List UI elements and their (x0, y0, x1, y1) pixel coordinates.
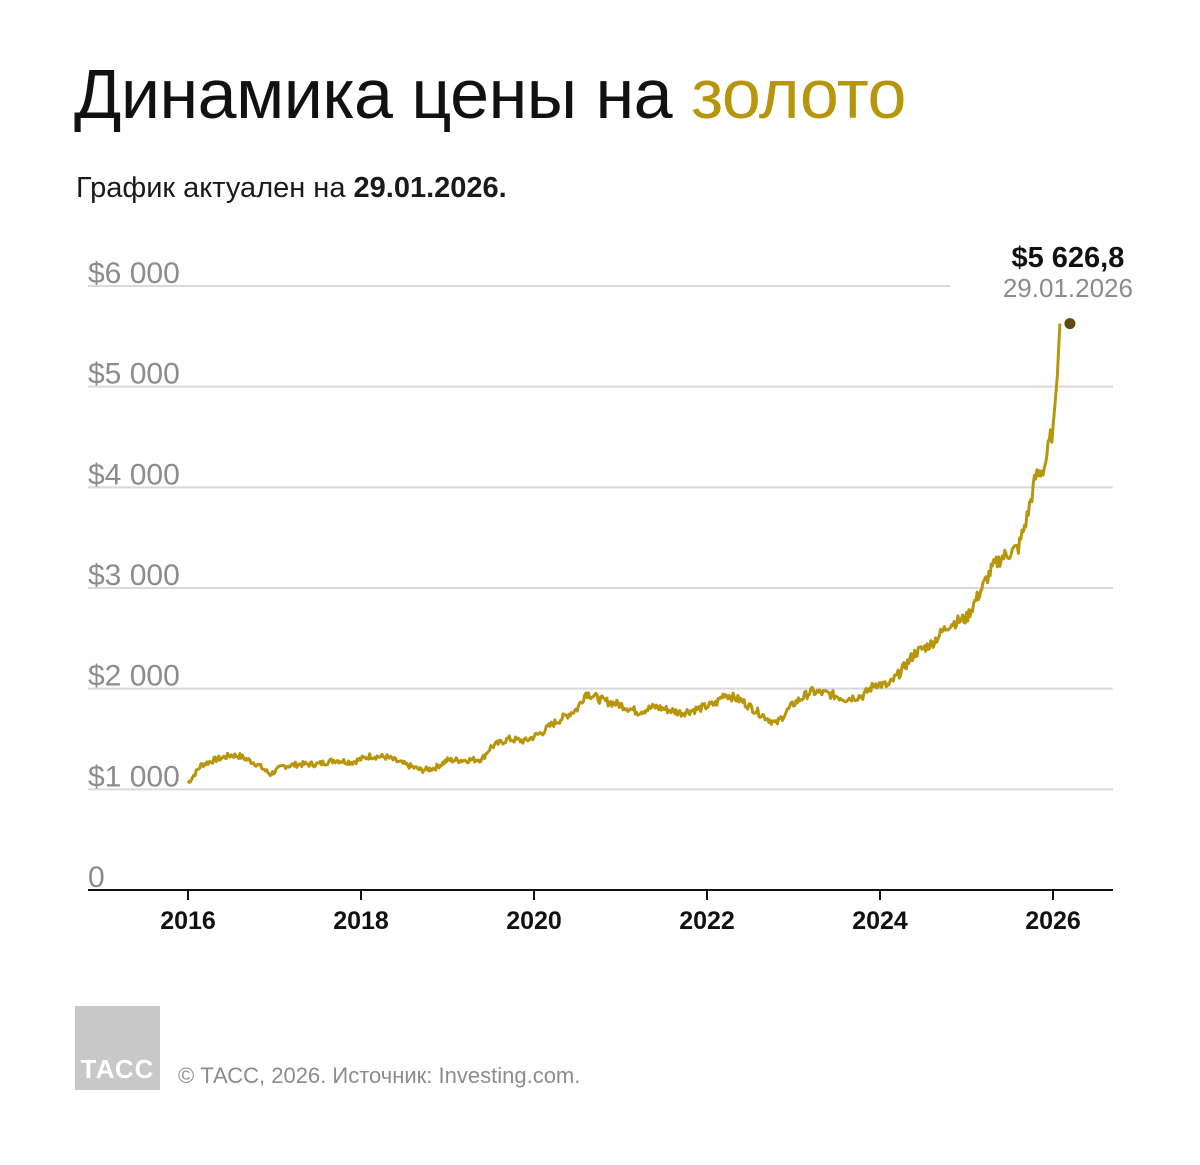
annotation-date: 29.01.2026 (1003, 273, 1133, 303)
y-tick-label: $4 000 (88, 458, 180, 491)
y-tick-label: $5 000 (88, 358, 180, 391)
y-tick-label: $6 000 (88, 257, 180, 290)
title-main: Динамика цены на (74, 55, 673, 133)
x-tick-label: 2020 (506, 907, 562, 935)
y-tick-label: $3 000 (88, 559, 180, 592)
annotation-value: $5 626,8 (1011, 242, 1124, 274)
y-tick-label: $2 000 (88, 660, 180, 693)
chart-subtitle: График актуален на 29.01.2026. (76, 170, 507, 206)
tass-logo-text: ТАСС (80, 1054, 155, 1084)
endpoint-marker (1064, 318, 1076, 330)
y-tick-label: $1 000 (88, 760, 180, 793)
x-tick-label: 2026 (1025, 907, 1081, 935)
subtitle-date: 29.01.2026. (353, 172, 507, 204)
x-tick-label: 2024 (852, 907, 908, 935)
series-line-gold (186, 323, 1062, 785)
y-tick-label: 0 (88, 861, 105, 894)
tass-logo: ТАСС (75, 1006, 160, 1090)
chart-title: Динамика цены на золото (74, 54, 906, 134)
x-tick-label: 2022 (679, 907, 735, 935)
footer-source: © ТАСС, 2026. Источник: Investing.com. (178, 1063, 581, 1088)
title-accent: золото (691, 55, 906, 133)
x-tick-label: 2018 (333, 907, 389, 935)
subtitle-text: График актуален на (76, 172, 346, 204)
x-tick-label: 2016 (160, 907, 216, 935)
